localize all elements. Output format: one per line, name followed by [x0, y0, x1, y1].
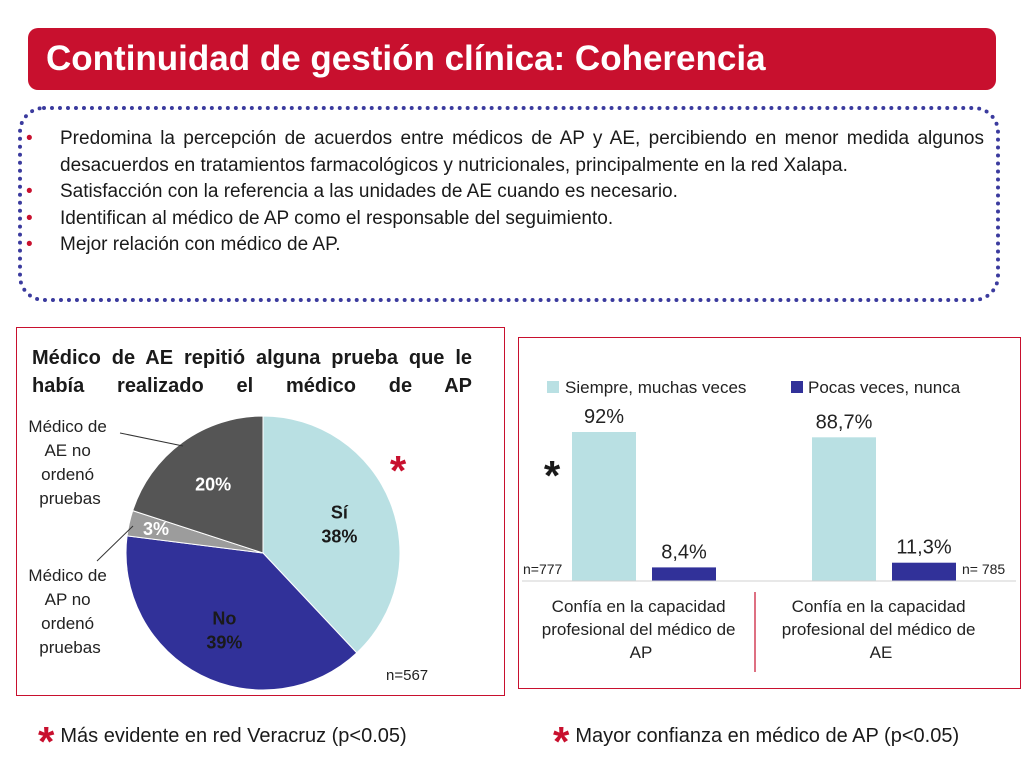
list-item: • Mejor relación con médico de AP. [26, 232, 984, 259]
bullet-icon: • [26, 128, 33, 149]
bullet-icon: • [26, 207, 33, 229]
summary-box [18, 106, 1000, 302]
footnote-left: * Más evidente en red Veracruz (p<0.05) [38, 718, 407, 766]
footnote-left-text: Más evidente en red Veracruz (p<0.05) [60, 725, 407, 747]
footnote-right-text: Mayor confianza en médico de AP (p<0.05) [575, 725, 960, 747]
bullet-text: Predomina la percepción de acuerdos entr… [60, 128, 984, 176]
footnote-star-left: * [38, 718, 55, 765]
page-title: Continuidad de gestión clínica: Coherenc… [46, 39, 766, 78]
footnote-star-right: * [553, 718, 570, 765]
bullet-icon: • [26, 234, 33, 255]
footnote-right: * Mayor confianza en médico de AP (p<0.05… [553, 718, 959, 766]
title-bar: Continuidad de gestión clínica: Coherenc… [28, 28, 996, 90]
list-item: • Predomina la percepción de acuerdos ent… [26, 126, 984, 179]
bar-chart-panel [518, 337, 1021, 689]
bullet-text: Satisfacción con la referencia a las uni… [60, 181, 678, 202]
list-item: • Identifican al médico de AP como el res… [26, 206, 984, 233]
bullet-icon: • [26, 181, 33, 202]
summary-list: • Predomina la percepción de acuerdos ent… [26, 126, 984, 259]
bullet-text: Mejor relación con médico de AP. [60, 234, 341, 255]
bullet-text: Identifican al médico de AP como el resp… [60, 207, 614, 229]
pie-chart-panel [16, 327, 505, 696]
pie-chart-title: Médico de AE repitió alguna prueba que l… [32, 347, 472, 397]
list-item: • Satisfacción con la referencia a las un… [26, 179, 984, 206]
